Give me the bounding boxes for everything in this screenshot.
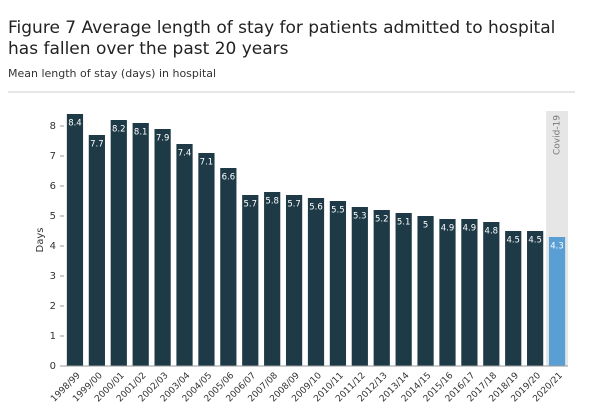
y-tick-label: 6 <box>50 181 56 192</box>
bar <box>176 144 193 366</box>
bar <box>220 168 237 366</box>
value-label: 5.2 <box>375 215 389 225</box>
value-label: 5 <box>423 221 428 231</box>
value-label: 6.6 <box>222 173 236 183</box>
value-label: 5.8 <box>265 197 279 207</box>
value-label: 4.3 <box>550 242 564 252</box>
y-tick-label: 0 <box>50 361 56 372</box>
value-label: 8.1 <box>134 128 148 138</box>
bar <box>110 120 127 366</box>
value-label: 5.7 <box>243 200 257 210</box>
y-tick-label: 1 <box>50 331 56 342</box>
bar <box>461 219 478 366</box>
value-label: 4.9 <box>463 224 477 234</box>
bar <box>307 198 325 366</box>
bar <box>242 195 259 366</box>
bar <box>154 129 171 366</box>
value-label: 5.5 <box>331 206 345 216</box>
value-label: 5.7 <box>287 200 301 210</box>
annotation: Covid-19 <box>553 115 563 155</box>
y-tick-label: 3 <box>50 271 56 282</box>
y-tick-label: 4 <box>50 241 56 252</box>
y-tick-label: 2 <box>50 301 56 312</box>
bar <box>132 123 149 366</box>
value-label: 4.8 <box>485 227 499 237</box>
value-label: 4.9 <box>441 224 455 234</box>
y-tick-label: 7 <box>50 151 56 162</box>
value-label: 8.4 <box>68 119 82 129</box>
chart-title: Figure 7 Average length of stay for pati… <box>8 18 555 59</box>
value-label: 7.4 <box>178 149 192 159</box>
bar <box>483 222 500 366</box>
value-label: 8.2 <box>112 125 126 135</box>
bar <box>439 219 456 366</box>
y-tick-label: 8 <box>50 121 56 132</box>
bar <box>198 153 215 366</box>
bar <box>505 231 522 366</box>
value-label: 4.5 <box>506 236 520 246</box>
bar <box>373 210 390 366</box>
value-label: 7.9 <box>156 134 170 144</box>
chart-subtitle: Mean length of stay (days) in hospital <box>8 67 216 80</box>
value-label: 5.3 <box>353 212 367 222</box>
bar <box>548 237 566 366</box>
bar <box>395 213 412 366</box>
bar <box>66 114 84 366</box>
bar <box>351 207 368 366</box>
bar <box>329 201 347 366</box>
y-axis-label: Days <box>35 228 46 253</box>
value-label: 7.1 <box>200 158 214 168</box>
value-label: 4.5 <box>528 236 542 246</box>
value-label: 7.7 <box>90 140 104 150</box>
bar <box>417 216 434 366</box>
y-tick-label: 5 <box>50 211 56 222</box>
bar <box>264 192 281 366</box>
bar <box>285 195 303 366</box>
bar <box>88 135 105 366</box>
value-label: 5.6 <box>309 203 323 213</box>
bar <box>527 231 544 366</box>
value-label: 5.1 <box>397 218 411 228</box>
